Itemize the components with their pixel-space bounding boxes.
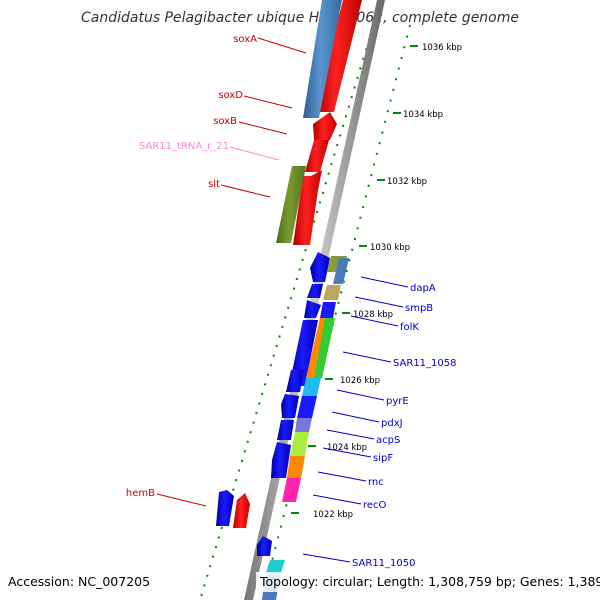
gene-block-orange-2[interactable] — [287, 456, 305, 478]
gene-hemB-forward[interactable] — [233, 493, 250, 528]
gene-hemB-reverse[interactable] — [216, 490, 234, 526]
gene-label-hemB[interactable]: hemB — [126, 488, 155, 499]
ruler-ticks — [291, 45, 418, 514]
gene-folK-reverse[interactable] — [304, 300, 321, 318]
ruler-label: 1036 kbp — [422, 43, 462, 53]
gene-dapA-reverse[interactable] — [310, 252, 330, 282]
gene-label-smpB[interactable]: smpB — [405, 303, 433, 314]
gene-block-blue-2[interactable] — [297, 396, 317, 418]
footer-accession: Accession: NC_007205 — [8, 574, 150, 589]
ruler-label: 1022 kbp — [313, 510, 353, 520]
gene-soxA-forward[interactable] — [315, 0, 362, 112]
gene-label-dapA[interactable]: dapA — [410, 283, 436, 294]
gene-label-sipF[interactable]: sipF — [373, 453, 393, 464]
connector-recO — [312, 494, 362, 505]
connector-SAR11_tRNA_r_21 — [229, 146, 280, 161]
gene-slt-forward[interactable] — [293, 170, 322, 245]
gene-label-soxB[interactable]: soxB — [213, 116, 237, 127]
connector-sipF — [322, 447, 372, 458]
ruler-label: 1030 kbp — [370, 243, 410, 253]
gene-SAR11_1050-reverse[interactable] — [257, 536, 272, 556]
gene-label-recO[interactable]: recO — [363, 500, 387, 511]
gene-acpS-reverse[interactable] — [277, 420, 294, 440]
gene-block-violet[interactable] — [295, 418, 312, 432]
ruler-label: 1026 kbp — [340, 376, 380, 386]
gene-block-blue[interactable] — [320, 302, 336, 318]
footer-summary: Topology: circular; Length: 1,308,759 bp… — [259, 574, 600, 589]
connector-soxD — [243, 95, 293, 109]
connector-slt — [220, 184, 271, 198]
colored-gene-blocks — [262, 256, 349, 600]
connector-rnc — [317, 471, 367, 482]
gene-pyrE-reverse[interactable] — [286, 370, 304, 392]
ruler-label: 1028 kbp — [353, 310, 393, 320]
ruler-label: 1024 kbp — [327, 443, 367, 453]
connector-SAR11_1058 — [342, 351, 392, 363]
gene-label-SAR11_tRNA_r_21[interactable]: SAR11_tRNA_r_21 — [139, 141, 229, 152]
connector-hemB — [156, 493, 207, 507]
forward-track — [293, 0, 362, 245]
gene-soxA-reverse[interactable] — [303, 0, 342, 118]
footer-summary-backdrop — [256, 572, 594, 592]
gene-label-pyrE[interactable]: pyrE — [386, 396, 409, 407]
connector-acpS — [326, 429, 375, 440]
gene-label-soxD[interactable]: soxD — [218, 90, 243, 101]
gene-soxD-forward[interactable] — [313, 112, 337, 140]
gene-block-lime[interactable] — [290, 432, 309, 456]
gene-label-SAR11_1058[interactable]: SAR11_1058 — [393, 358, 457, 369]
ruler-label: 1032 kbp — [387, 177, 427, 187]
map-title: Candidatus Pelagibacter ubique HTCC1062,… — [81, 10, 519, 26]
gene-block-green[interactable] — [314, 318, 335, 378]
gene-smpB-reverse[interactable] — [307, 284, 323, 298]
gene-label-soxA[interactable]: soxA — [233, 34, 257, 45]
ruler-labels: 1036 kbp 1034 kbp 1032 kbp 1030 kbp 1028… — [313, 43, 462, 520]
gene-block-cyan[interactable] — [302, 378, 321, 396]
right-labels: dapA smpB folK SAR11_1058 pyrE pdxJ acpS… — [352, 283, 457, 569]
gene-block-steel[interactable] — [333, 258, 349, 284]
gene-label-SAR11_1050[interactable]: SAR11_1050 — [352, 558, 416, 569]
gene-sipF-reverse[interactable] — [271, 442, 291, 478]
connector-pyrE — [336, 389, 385, 401]
left-labels: soxA soxD soxB SAR11_tRNA_r_21 slt hemB — [126, 34, 257, 499]
gene-label-folK[interactable]: folK — [400, 322, 419, 333]
gene-label-rnc[interactable]: rnc — [368, 477, 384, 488]
reverse-track-upper — [276, 0, 342, 243]
right-label-connectors — [302, 276, 409, 563]
gene-block-magenta[interactable] — [282, 478, 301, 502]
connector-pdxJ — [331, 411, 380, 423]
connector-soxA — [257, 37, 307, 54]
gene-label-slt[interactable]: slt — [208, 179, 220, 190]
left-label-connectors — [156, 37, 307, 507]
gene-soxB-forward[interactable] — [305, 140, 329, 172]
ruler-label: 1034 kbp — [403, 110, 443, 120]
gene-SAR11_1058-reverse[interactable] — [290, 320, 318, 386]
gene-label-pdxJ[interactable]: pdxJ — [381, 418, 403, 429]
gene-pdxJ-reverse[interactable] — [281, 394, 299, 418]
gene-block-tan[interactable] — [323, 285, 341, 300]
gene-slt-inner[interactable] — [276, 166, 306, 243]
connector-SAR11_1050 — [302, 553, 351, 563]
connector-folK — [350, 315, 399, 327]
hemB-genes — [216, 490, 250, 528]
gene-label-acpS[interactable]: acpS — [376, 435, 400, 446]
connector-smpB — [354, 296, 404, 308]
reverse-track-cluster — [257, 252, 330, 556]
connector-dapA — [360, 276, 409, 288]
connector-soxB — [238, 121, 288, 135]
